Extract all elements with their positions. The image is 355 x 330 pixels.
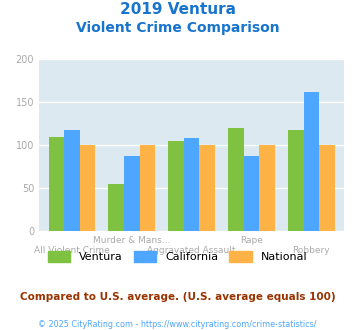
Text: Aggravated Assault: Aggravated Assault: [147, 246, 236, 255]
Bar: [260, 145, 275, 231]
Legend: Ventura, California, National: Ventura, California, National: [44, 247, 311, 267]
Text: All Violent Crime: All Violent Crime: [34, 246, 110, 255]
Bar: [244, 156, 260, 231]
Text: © 2025 CityRating.com - https://www.cityrating.com/crime-statistics/: © 2025 CityRating.com - https://www.city…: [38, 320, 317, 329]
Text: 2019 Ventura: 2019 Ventura: [120, 2, 235, 16]
Text: Rape: Rape: [240, 236, 263, 245]
Bar: [288, 130, 304, 231]
Bar: [124, 156, 140, 231]
Bar: [49, 137, 64, 231]
Text: Violent Crime Comparison: Violent Crime Comparison: [76, 21, 279, 35]
Bar: [140, 145, 155, 231]
Bar: [184, 138, 200, 231]
Bar: [109, 184, 124, 231]
Bar: [64, 130, 80, 231]
Bar: [200, 145, 215, 231]
Text: Murder & Mans...: Murder & Mans...: [93, 236, 170, 245]
Bar: [228, 128, 244, 231]
Bar: [80, 145, 95, 231]
Bar: [319, 145, 335, 231]
Text: Robbery: Robbery: [293, 246, 330, 255]
Bar: [304, 92, 319, 231]
Text: Compared to U.S. average. (U.S. average equals 100): Compared to U.S. average. (U.S. average …: [20, 292, 335, 302]
Bar: [168, 141, 184, 231]
